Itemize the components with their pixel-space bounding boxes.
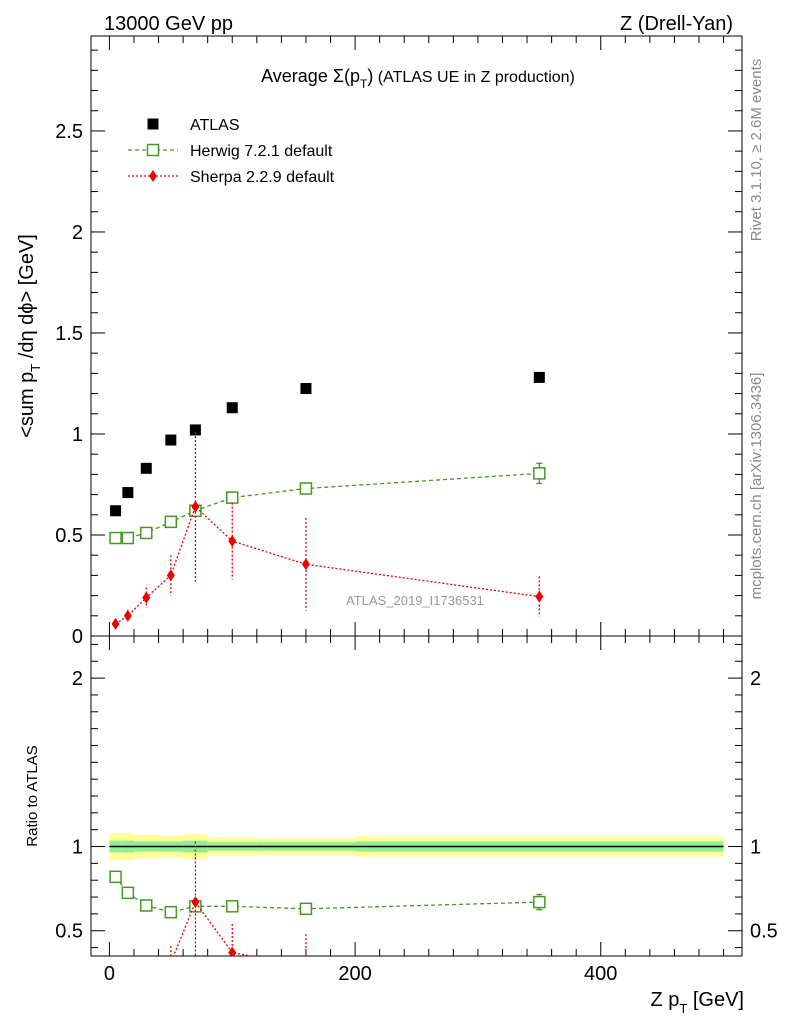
main-title: Average Σ(pT) (ATLAS UE in Z production) — [261, 66, 575, 91]
ratio-y-tick-label-right: 2 — [750, 668, 761, 690]
title-prefix: Average — [261, 66, 333, 86]
data-point — [191, 896, 200, 909]
data-point — [226, 900, 239, 913]
data-point — [149, 170, 157, 182]
main-y-tick-label: 2 — [72, 222, 83, 244]
data-point — [533, 371, 545, 383]
process-label: Z (Drell-Yan) — [620, 13, 733, 35]
data-point — [109, 531, 122, 545]
title-suffix: (ATLAS UE in Z production) — [373, 69, 575, 86]
xlabel-main: Z p — [650, 989, 679, 1011]
main-y-axis-label: <sum pT /dη dϕ> [GeV] — [16, 234, 43, 438]
main-y-tick-label: 1.5 — [55, 323, 83, 345]
data-point — [228, 535, 237, 548]
ratio-y-axis-label: Ratio to ATLAS — [24, 745, 41, 846]
data-point — [226, 402, 238, 414]
data-point — [147, 118, 159, 130]
data-point — [533, 895, 546, 909]
main-frame — [90, 35, 743, 637]
main-panel: 00.511.522.5 Average Σ(pT) (ATLAS UE in … — [16, 35, 743, 648]
x-tick-label: 400 — [584, 963, 617, 985]
mcplots-label: mcplots.cern.ch [arXiv:1306.3436] — [748, 373, 765, 600]
rivet-label: Rivet 3.1.10, ≥ 2.6M events — [748, 59, 765, 242]
data-point — [111, 617, 120, 630]
main-series-line-1 — [115, 472, 540, 539]
title-symbol: Σ(p — [333, 66, 360, 86]
main-y-ticks: 0 0.5 1 1.5 2 2.5 — [55, 121, 742, 648]
main-series-line-2 — [115, 505, 540, 625]
data-point — [123, 609, 132, 622]
ratio-series-line-1 — [172, 900, 255, 956]
data-point — [142, 591, 151, 604]
xlabel-subscript: T — [679, 1001, 687, 1016]
data-point — [121, 531, 135, 545]
main-y-tick-label: 0.5 — [55, 525, 83, 547]
data-point — [189, 424, 201, 436]
data-point — [300, 383, 312, 395]
ylabel-subscript: T — [28, 364, 43, 372]
ratio-minor-ticks — [91, 643, 742, 949]
data-point — [110, 505, 122, 517]
ylabel-rest: /dη dϕ> [GeV] — [16, 234, 38, 364]
main-y-tick-label: 2.5 — [55, 121, 83, 143]
x-tick-label: 0 — [104, 963, 115, 985]
xlabel-rest: [GeV] — [687, 989, 744, 1011]
ratio-y-tick-label-left: 0.5 — [55, 921, 83, 943]
data-point — [228, 946, 237, 956]
data-point — [140, 899, 153, 912]
data-point — [533, 467, 546, 480]
data-point — [165, 434, 177, 446]
main-y-tick-label: 1 — [72, 424, 83, 446]
main-minor-ticks — [91, 49, 742, 617]
data-point — [299, 482, 313, 495]
ratio-uncertainty-bands — [109, 833, 724, 860]
data-point — [146, 143, 160, 157]
data-point — [535, 590, 544, 603]
title-subscript: T — [360, 77, 368, 91]
ratio-y-ticks: 0.5 0.5 1 1 2 2 — [55, 668, 778, 943]
ratio-series-line-0 — [115, 876, 540, 913]
ratio-y-tick-label-left: 2 — [72, 668, 83, 690]
data-point — [164, 515, 178, 529]
data-point — [164, 905, 178, 919]
ratio-panel: 0.5 0.5 1 1 2 2 0 200 400 Ratio to ATLAS Z pT [… — [24, 635, 778, 1016]
legend-label: Sherpa 2.2.9 default — [190, 169, 335, 186]
data-point — [140, 526, 153, 540]
data-point — [299, 902, 313, 916]
data-point — [122, 487, 134, 499]
ratio-series — [109, 841, 546, 956]
analysis-id: ATLAS_2019_I1736531 — [346, 593, 484, 608]
x-tick-label: 200 — [338, 963, 371, 985]
legend: ATLAS Herwig 7.2.1 default Sherpa 2.2.9 de… — [128, 117, 335, 186]
ratio-y-tick-label-right: 1 — [750, 837, 761, 859]
x-axis-label: Z pT [GeV] — [650, 989, 744, 1016]
legend-label: ATLAS — [190, 117, 240, 134]
data-point — [140, 462, 152, 474]
ratio-x-ticks: 0 200 400 — [104, 636, 725, 985]
data-point — [191, 500, 200, 513]
energy-label: 13000 GeV pp — [104, 13, 233, 35]
main-series — [109, 371, 546, 630]
data-point — [301, 558, 310, 571]
main-x-ticks — [108, 36, 725, 636]
data-point — [166, 569, 175, 582]
main-y-tick-label: 0 — [72, 626, 83, 648]
legend-label: Herwig 7.2.1 default — [190, 143, 333, 160]
ylabel-main: <sum p — [16, 372, 38, 438]
ratio-y-tick-label-left: 1 — [72, 837, 83, 859]
title-close: ) — [367, 66, 373, 86]
data-point — [226, 491, 239, 504]
data-point — [121, 886, 135, 900]
ratio-y-tick-label-right: 0.5 — [750, 921, 778, 943]
data-point — [109, 870, 122, 884]
